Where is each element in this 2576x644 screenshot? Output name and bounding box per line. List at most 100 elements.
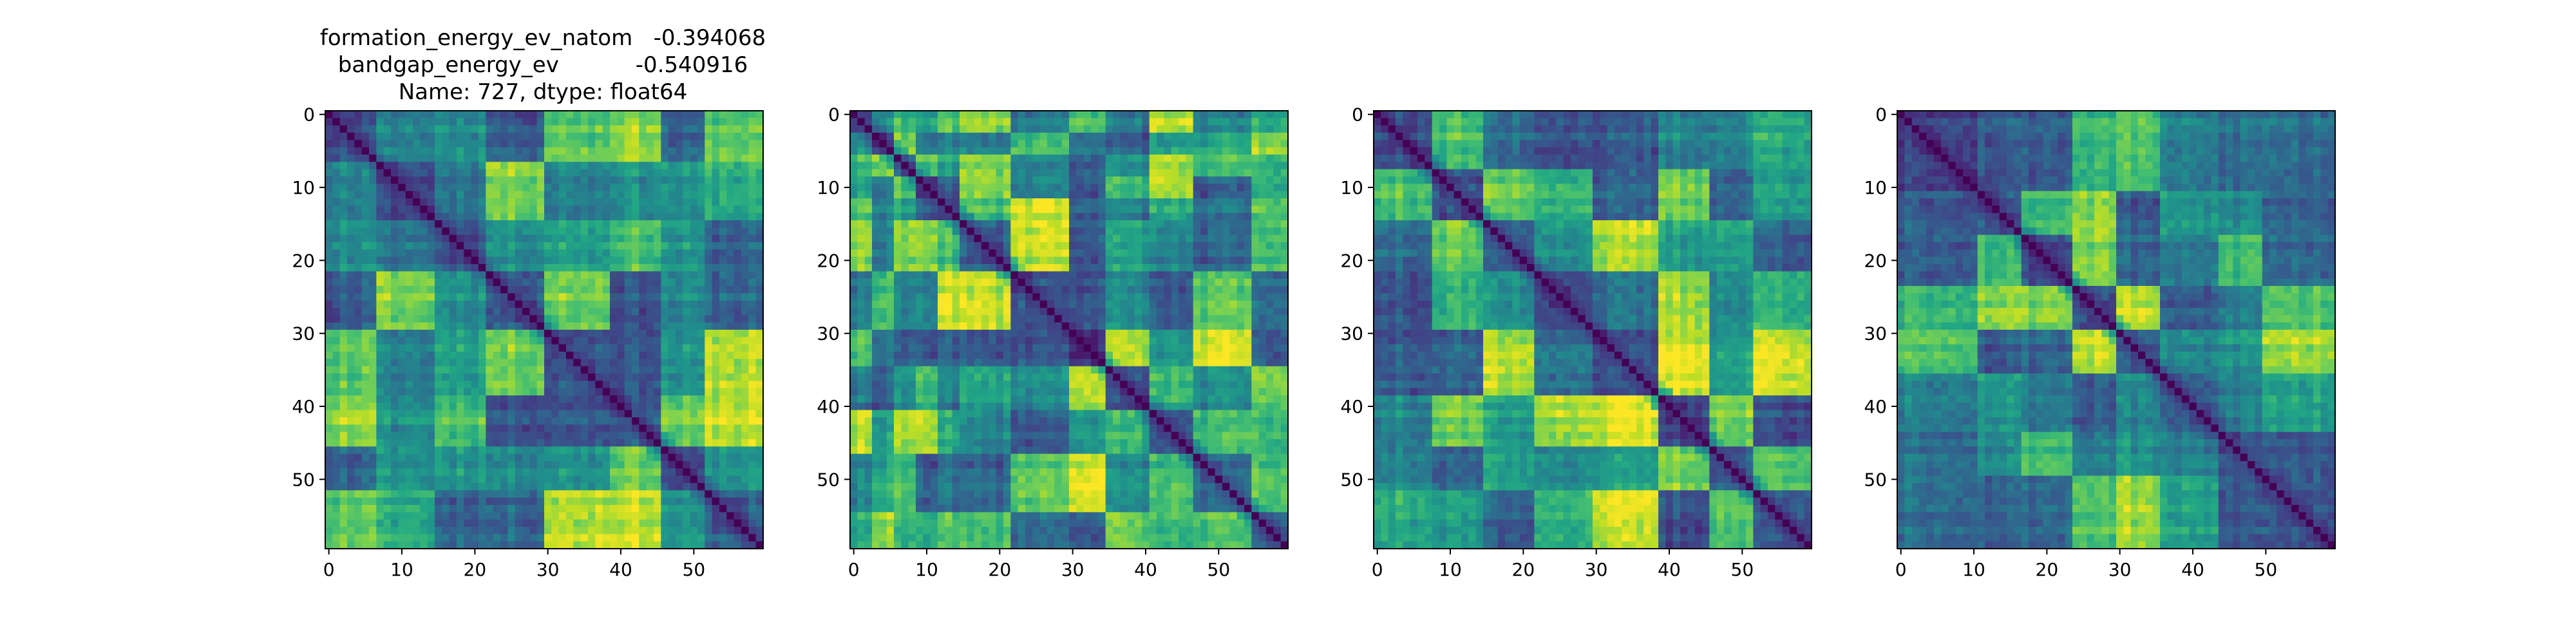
heatmap-cell (383, 395, 392, 403)
heatmap-cell (1135, 155, 1142, 162)
heatmap-cell (435, 125, 442, 133)
heatmap-cell (697, 374, 705, 381)
heatmap-cell (1280, 249, 1289, 258)
heatmap-cell (1113, 184, 1121, 192)
heatmap-cell (1208, 169, 1216, 177)
heatmap-cell (595, 176, 603, 184)
heatmap-cell (522, 205, 530, 214)
heatmap-cell (741, 315, 749, 323)
heatmap-cell (515, 519, 523, 527)
title-line-1: formation_energy_ev_natom -0.394068 (320, 25, 766, 51)
heatmap-cell (916, 140, 923, 148)
heatmap-cell (661, 322, 669, 330)
heatmap-cell (1171, 213, 1179, 221)
heatmap-cell (654, 344, 661, 352)
heatmap-cell (602, 198, 611, 206)
heatmap-cell (748, 512, 757, 520)
heatmap-cell (996, 155, 1004, 162)
heatmap-cell (668, 308, 676, 316)
heatmap-cell (391, 461, 399, 469)
heatmap-cell (369, 315, 377, 323)
heatmap-cell (683, 249, 691, 258)
heatmap-cell (478, 505, 486, 513)
heatmap-cell (617, 395, 625, 403)
heatmap-cell (558, 242, 567, 250)
heatmap-cell (639, 366, 647, 374)
heatmap-cell (442, 359, 450, 367)
heatmap-cell (566, 125, 574, 133)
heatmap-cell (361, 453, 370, 462)
heatmap-cell (1091, 271, 1099, 279)
heatmap-cell (383, 191, 392, 199)
heatmap-cell (602, 410, 611, 418)
heatmap-cell (376, 184, 384, 192)
heatmap-cell (332, 483, 341, 491)
heatmap-cell (493, 220, 501, 228)
heatmap-cell (529, 125, 538, 133)
heatmap-cell (486, 424, 494, 433)
heatmap-cell (551, 402, 560, 411)
heatmap-cell (624, 497, 632, 506)
heatmap-cell (668, 475, 676, 484)
heatmap-cell (974, 271, 982, 279)
heatmap-cell (507, 184, 516, 192)
heatmap-cell (741, 176, 749, 184)
heatmap-cell (1280, 118, 1289, 126)
heatmap-cell (398, 344, 406, 352)
heatmap-cell (1200, 140, 1208, 148)
heatmap-cell (654, 402, 661, 411)
heatmap-cell (1127, 155, 1135, 162)
heatmap-cell (952, 205, 960, 214)
heatmap-cell (507, 213, 516, 221)
heatmap-cell (420, 169, 428, 177)
heatmap-cell (1127, 140, 1135, 148)
heatmap-cell (507, 271, 516, 279)
heatmap-cell (1186, 249, 1194, 258)
heatmap-cell (515, 242, 523, 250)
heatmap-cell (996, 184, 1004, 192)
heatmap-cell (332, 256, 341, 265)
heatmap-cell (1193, 198, 1201, 206)
heatmap-cell (376, 176, 384, 184)
heatmap-cell (872, 147, 880, 155)
heatmap-cell (1025, 242, 1033, 250)
heatmap-cell (632, 249, 639, 258)
heatmap-cell (558, 308, 567, 316)
heatmap-cell (435, 140, 442, 148)
heatmap-cell (741, 155, 749, 162)
heatmap-cell (507, 249, 516, 258)
heatmap-cell (690, 176, 698, 184)
heatmap-cell (981, 133, 989, 140)
heatmap-cell (457, 308, 464, 316)
heatmap-cell (551, 461, 560, 469)
heatmap-cell (500, 205, 508, 214)
heatmap-cell (1251, 242, 1260, 250)
heatmap-cell (522, 374, 530, 381)
heatmap-cell (347, 147, 355, 155)
heatmap-cell (602, 286, 611, 294)
heatmap-cell (573, 483, 582, 491)
heatmap-cell (690, 497, 698, 506)
heatmap-cell (573, 191, 582, 199)
heatmap-cell (325, 140, 333, 148)
heatmap-cell (1157, 249, 1164, 258)
heatmap-cell (1208, 184, 1216, 192)
heatmap-cell (376, 512, 384, 520)
heatmap-cell (398, 505, 406, 513)
heatmap-cell (610, 512, 618, 520)
heatmap-cell (1142, 162, 1150, 170)
heatmap-cell (610, 147, 618, 155)
heatmap-cell (536, 140, 545, 148)
heatmap-cell (376, 519, 384, 527)
heatmap-cell (974, 125, 982, 133)
heatmap-cell (507, 475, 516, 484)
heatmap-cell (683, 468, 691, 477)
heatmap-cell (354, 381, 363, 389)
heatmap-cell (1061, 111, 1070, 118)
heatmap-cell (471, 155, 479, 162)
heatmap-cell (712, 249, 720, 258)
heatmap-cell (697, 352, 705, 359)
heatmap-cell (705, 505, 713, 513)
heatmap-cell (551, 352, 560, 359)
heatmap-cell (1157, 125, 1164, 133)
